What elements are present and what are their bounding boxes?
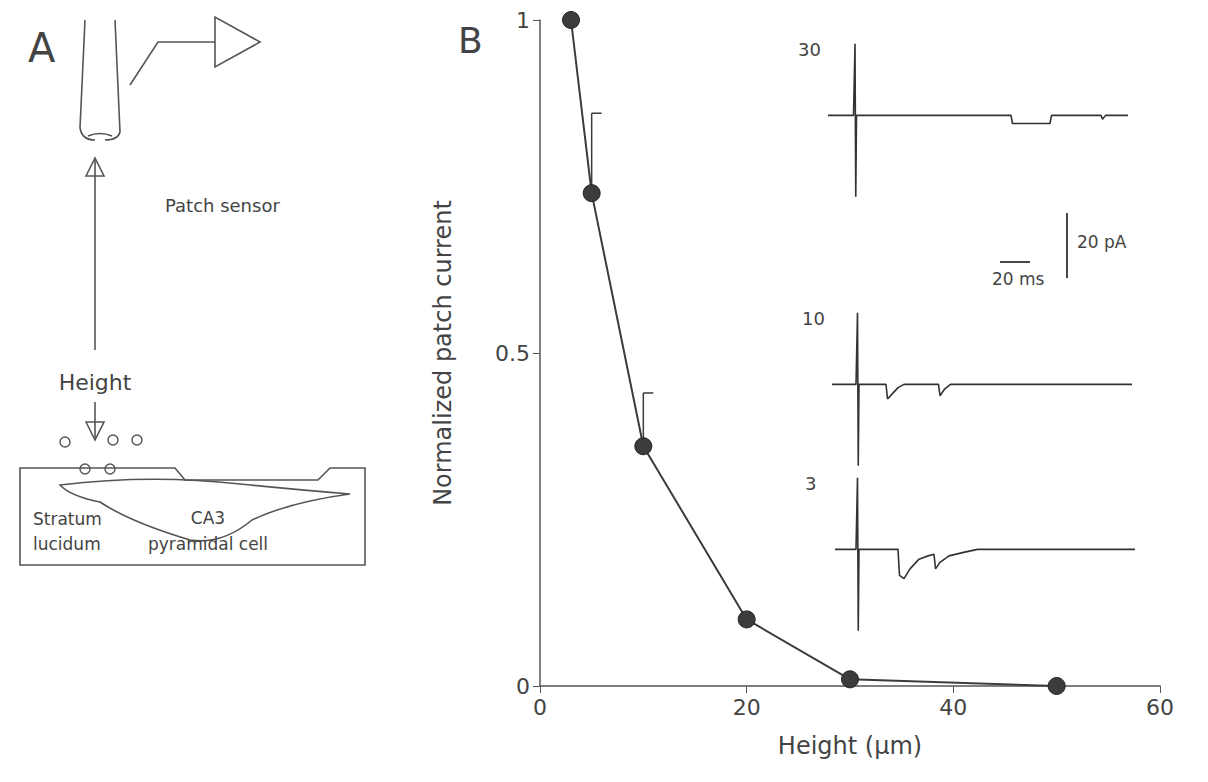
svg-text:30: 30 [798,39,821,60]
svg-text:20 pA: 20 pA [1077,232,1127,252]
svg-text:CA3: CA3 [191,508,225,528]
svg-text:0.5: 0.5 [495,341,530,366]
svg-text:1: 1 [516,8,530,33]
svg-text:Height (μm): Height (μm) [778,732,922,760]
svg-text:3: 3 [805,473,816,494]
svg-text:pyramidal cell: pyramidal cell [148,534,268,554]
svg-text:A: A [28,25,56,71]
svg-text:Normalized patch current: Normalized patch current [429,200,457,506]
svg-text:Height: Height [59,370,132,395]
svg-text:B: B [458,20,483,61]
svg-text:60: 60 [1146,695,1174,720]
svg-text:Patch sensor: Patch sensor [165,195,280,216]
svg-text:Stratum: Stratum [33,509,102,529]
svg-text:20: 20 [733,695,761,720]
svg-text:0: 0 [516,674,530,699]
svg-text:lucidum: lucidum [33,534,101,554]
svg-text:20 ms: 20 ms [992,269,1045,289]
svg-text:40: 40 [939,695,967,720]
svg-text:10: 10 [802,308,825,329]
svg-text:0: 0 [533,695,547,720]
